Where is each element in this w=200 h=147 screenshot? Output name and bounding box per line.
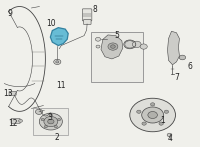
Circle shape [140,44,147,49]
Circle shape [132,41,141,48]
Circle shape [108,43,118,50]
Circle shape [39,113,62,130]
Circle shape [49,114,52,116]
FancyBboxPatch shape [91,32,143,82]
FancyBboxPatch shape [33,108,68,135]
Circle shape [137,110,141,113]
Text: 3: 3 [47,113,52,122]
FancyBboxPatch shape [11,118,20,123]
FancyBboxPatch shape [84,20,91,24]
Circle shape [35,109,43,114]
Circle shape [142,122,146,125]
Text: 4: 4 [168,134,173,143]
Text: 2: 2 [55,133,60,142]
Text: 1: 1 [160,116,165,125]
Circle shape [150,103,155,106]
Circle shape [179,55,186,60]
Circle shape [56,61,59,63]
Circle shape [142,107,164,123]
FancyBboxPatch shape [82,9,92,21]
Circle shape [125,41,135,48]
Text: 10: 10 [47,20,56,29]
Circle shape [95,37,101,41]
FancyBboxPatch shape [9,91,16,95]
Text: 8: 8 [93,5,97,14]
Text: 12: 12 [8,118,17,127]
Circle shape [44,125,47,128]
Circle shape [57,118,61,121]
Circle shape [167,133,172,137]
Circle shape [111,45,115,48]
Circle shape [48,119,54,124]
Text: 6: 6 [188,62,193,71]
Circle shape [54,59,61,65]
Circle shape [54,125,57,128]
Polygon shape [50,28,68,46]
Text: 5: 5 [114,31,119,40]
Circle shape [96,45,100,48]
Circle shape [164,110,169,113]
Text: 7: 7 [174,73,179,82]
Text: 11: 11 [57,81,66,90]
Circle shape [159,122,163,125]
Circle shape [130,98,175,132]
Circle shape [44,116,58,127]
Circle shape [19,119,23,122]
Text: 9: 9 [7,9,12,18]
Polygon shape [101,35,123,59]
Circle shape [148,112,157,118]
Circle shape [41,118,44,121]
Text: 13: 13 [3,89,12,98]
Polygon shape [168,31,179,65]
